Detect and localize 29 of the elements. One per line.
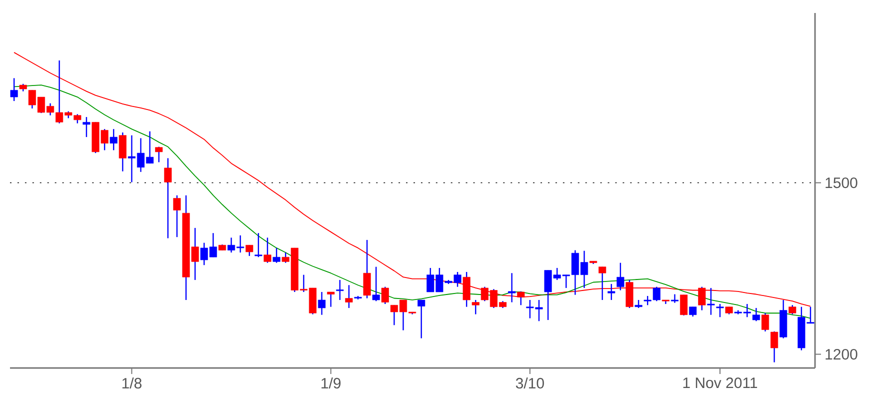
x-tick-label: 1/8 [122,378,142,389]
candlestick [616,262,624,291]
candlestick [82,116,90,138]
y-tick-label: 1200 [826,348,858,360]
candlestick [418,299,426,339]
candlestick [164,158,172,239]
candlestick [318,291,326,316]
candlestick [336,279,344,301]
x-tick-label: 1 Nov 2011 [683,378,758,388]
candlestick [716,303,724,318]
candlestick [670,294,679,304]
candlestick [10,78,18,102]
candlestick [254,232,262,258]
y-tick-label: 1500 [826,177,858,188]
candlestick [508,272,516,303]
candlestick [327,291,335,308]
candlestick [272,247,280,264]
candlestick [155,146,163,163]
candlestick [752,307,760,322]
candlestick [472,299,480,315]
x-tick-label: 1/9 [322,378,341,389]
candlestick [707,287,715,316]
candlestick [689,306,697,318]
candlestick [598,266,606,301]
candlestick [173,194,181,238]
candlestick [608,283,616,301]
candlestick [110,128,118,151]
x-tick-label: 3/10 [516,378,544,389]
candlestick [372,266,380,302]
